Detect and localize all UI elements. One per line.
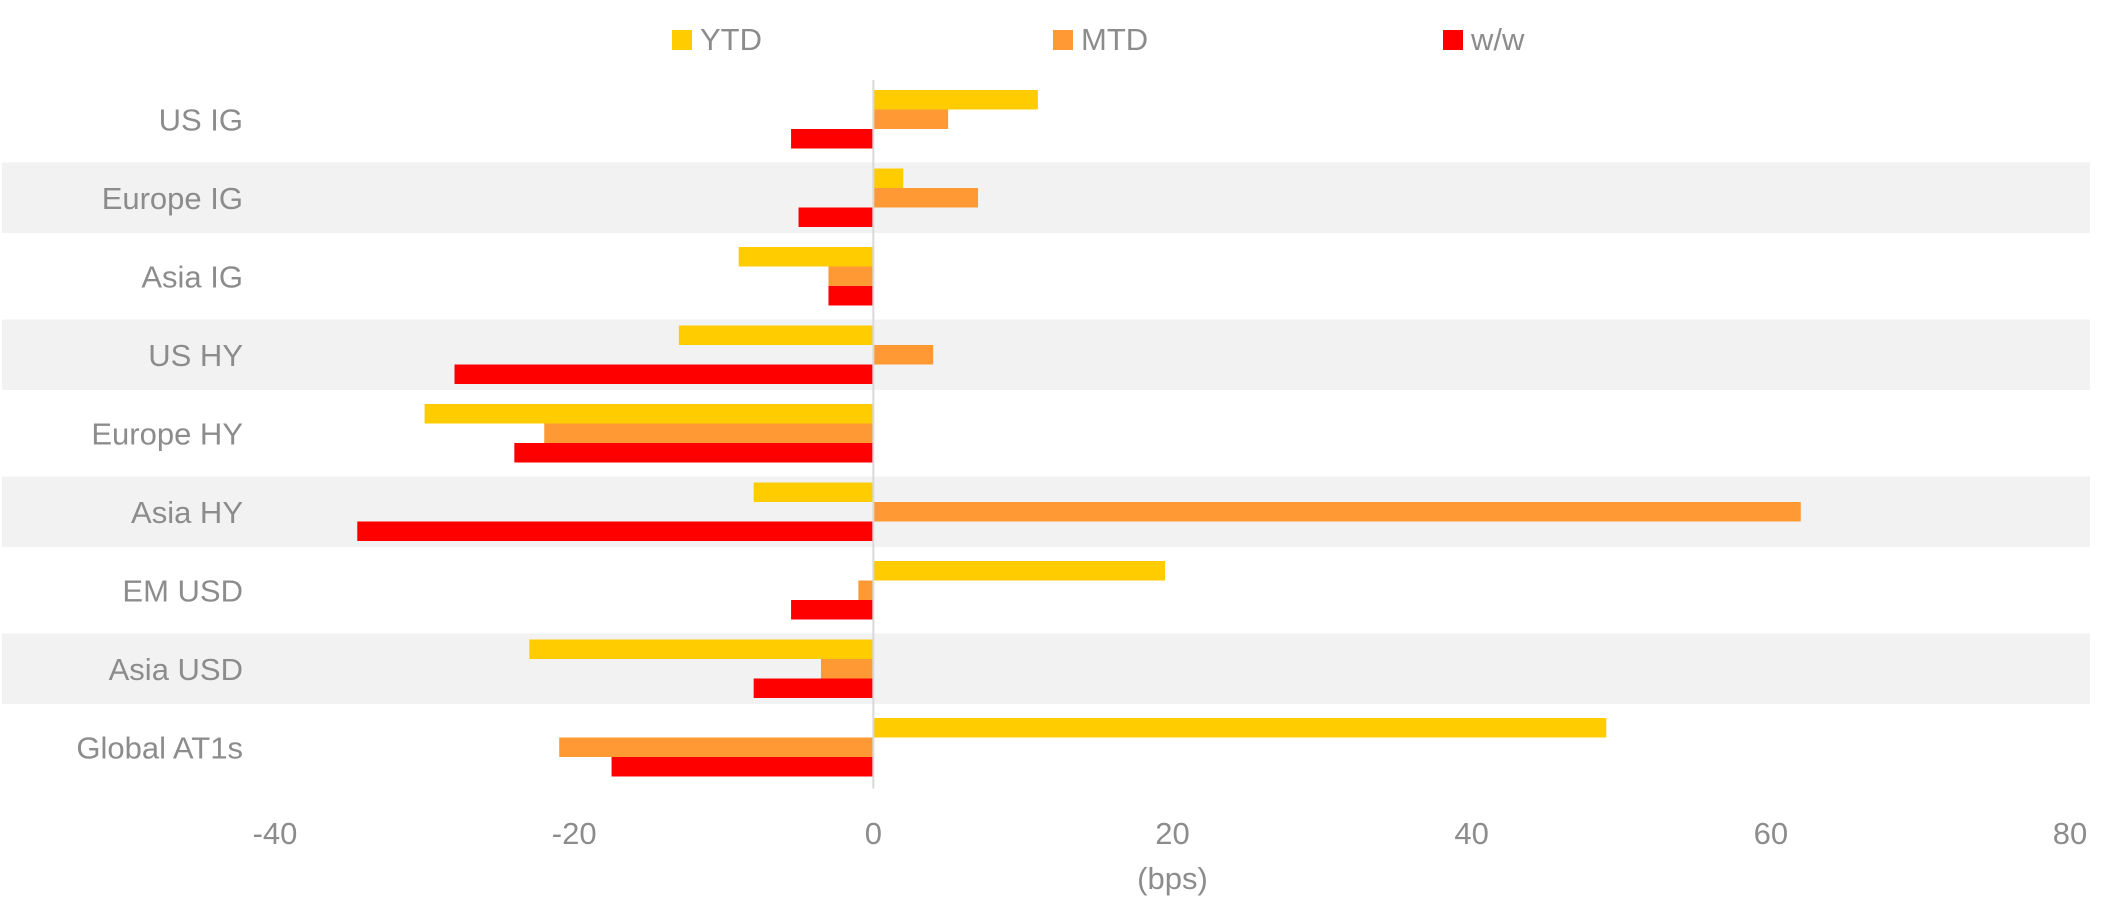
- category-label-asia-hy: Asia HY: [131, 495, 243, 530]
- bar-w-w-global-at1s: [611, 757, 874, 777]
- bar-ytd-asia-ig: [738, 247, 874, 267]
- bar-mtd-asia-hy: [873, 502, 1801, 522]
- bar-w-w-europe-hy: [514, 443, 874, 463]
- bar-mtd-asia-usd: [820, 659, 874, 679]
- x-tick-label: 40: [1454, 816, 1488, 851]
- bar-mtd-asia-ig: [828, 266, 874, 286]
- legend-swatch-w-w: [1443, 30, 1463, 50]
- bar-w-w-asia-hy: [357, 521, 874, 541]
- x-tick-label: 20: [1155, 816, 1189, 851]
- bar-w-w-us-ig: [791, 129, 874, 149]
- bar-mtd-europe-hy: [544, 423, 874, 443]
- x-tick-label: 60: [1754, 816, 1788, 851]
- bar-mtd-us-hy: [873, 345, 934, 365]
- row-bands: [2, 162, 2090, 704]
- x-axis-tick-labels: -40 -20 0 20 40 60 80: [253, 816, 2088, 851]
- bar-mtd-global-at1s: [559, 737, 874, 757]
- bar-w-w-em-usd: [791, 600, 874, 620]
- bar-mtd-em-usd: [858, 580, 874, 600]
- category-label-asia-ig: Asia IG: [141, 259, 243, 294]
- bar-mtd-us-ig: [873, 109, 949, 129]
- bar-ytd-europe-hy: [424, 404, 874, 424]
- bar-w-w-europe-ig: [798, 207, 874, 227]
- category-label-us-hy: US HY: [148, 338, 243, 373]
- x-tick-label: -40: [253, 816, 298, 851]
- bar-w-w-asia-usd: [753, 678, 874, 698]
- bar-ytd-europe-ig: [873, 168, 904, 188]
- category-label-us-ig: US IG: [159, 102, 243, 137]
- row-band: [2, 162, 2090, 233]
- row-band: [2, 633, 2090, 704]
- bar-ytd-global-at1s: [873, 718, 1607, 738]
- category-labels: US IG Europe IG Asia IG US HY Europe HY Asia …: [76, 102, 243, 765]
- category-label-europe-hy: Europe HY: [91, 416, 243, 451]
- x-tick-label: 0: [865, 816, 882, 851]
- row-band: [2, 319, 2090, 390]
- category-label-europe-ig: Europe IG: [102, 181, 243, 216]
- bar-w-w-us-hy: [454, 364, 874, 384]
- bar-mtd-europe-ig: [873, 188, 979, 208]
- x-tick-label: -20: [552, 816, 597, 851]
- x-axis-title: (bps): [1137, 861, 1208, 896]
- bar-ytd-us-hy: [678, 325, 874, 345]
- bar-ytd-us-ig: [873, 90, 1038, 110]
- legend-label-mtd: MTD: [1081, 22, 1148, 57]
- x-tick-label: 80: [2053, 816, 2087, 851]
- bars: [357, 90, 1801, 777]
- bar-ytd-em-usd: [873, 561, 1166, 581]
- legend: YTD MTD w/w: [672, 22, 1525, 57]
- bar-w-w-asia-ig: [828, 286, 874, 306]
- category-label-em-usd: EM USD: [122, 573, 243, 608]
- legend-swatch-mtd: [1053, 30, 1073, 50]
- legend-swatch-ytd: [672, 30, 692, 50]
- legend-label-w-w: w/w: [1470, 22, 1525, 57]
- category-label-asia-usd: Asia USD: [109, 652, 243, 687]
- bar-ytd-asia-usd: [529, 639, 874, 659]
- legend-label-ytd: YTD: [700, 22, 762, 57]
- category-label-global-at1s: Global AT1s: [76, 730, 243, 765]
- bar-ytd-asia-hy: [753, 482, 874, 502]
